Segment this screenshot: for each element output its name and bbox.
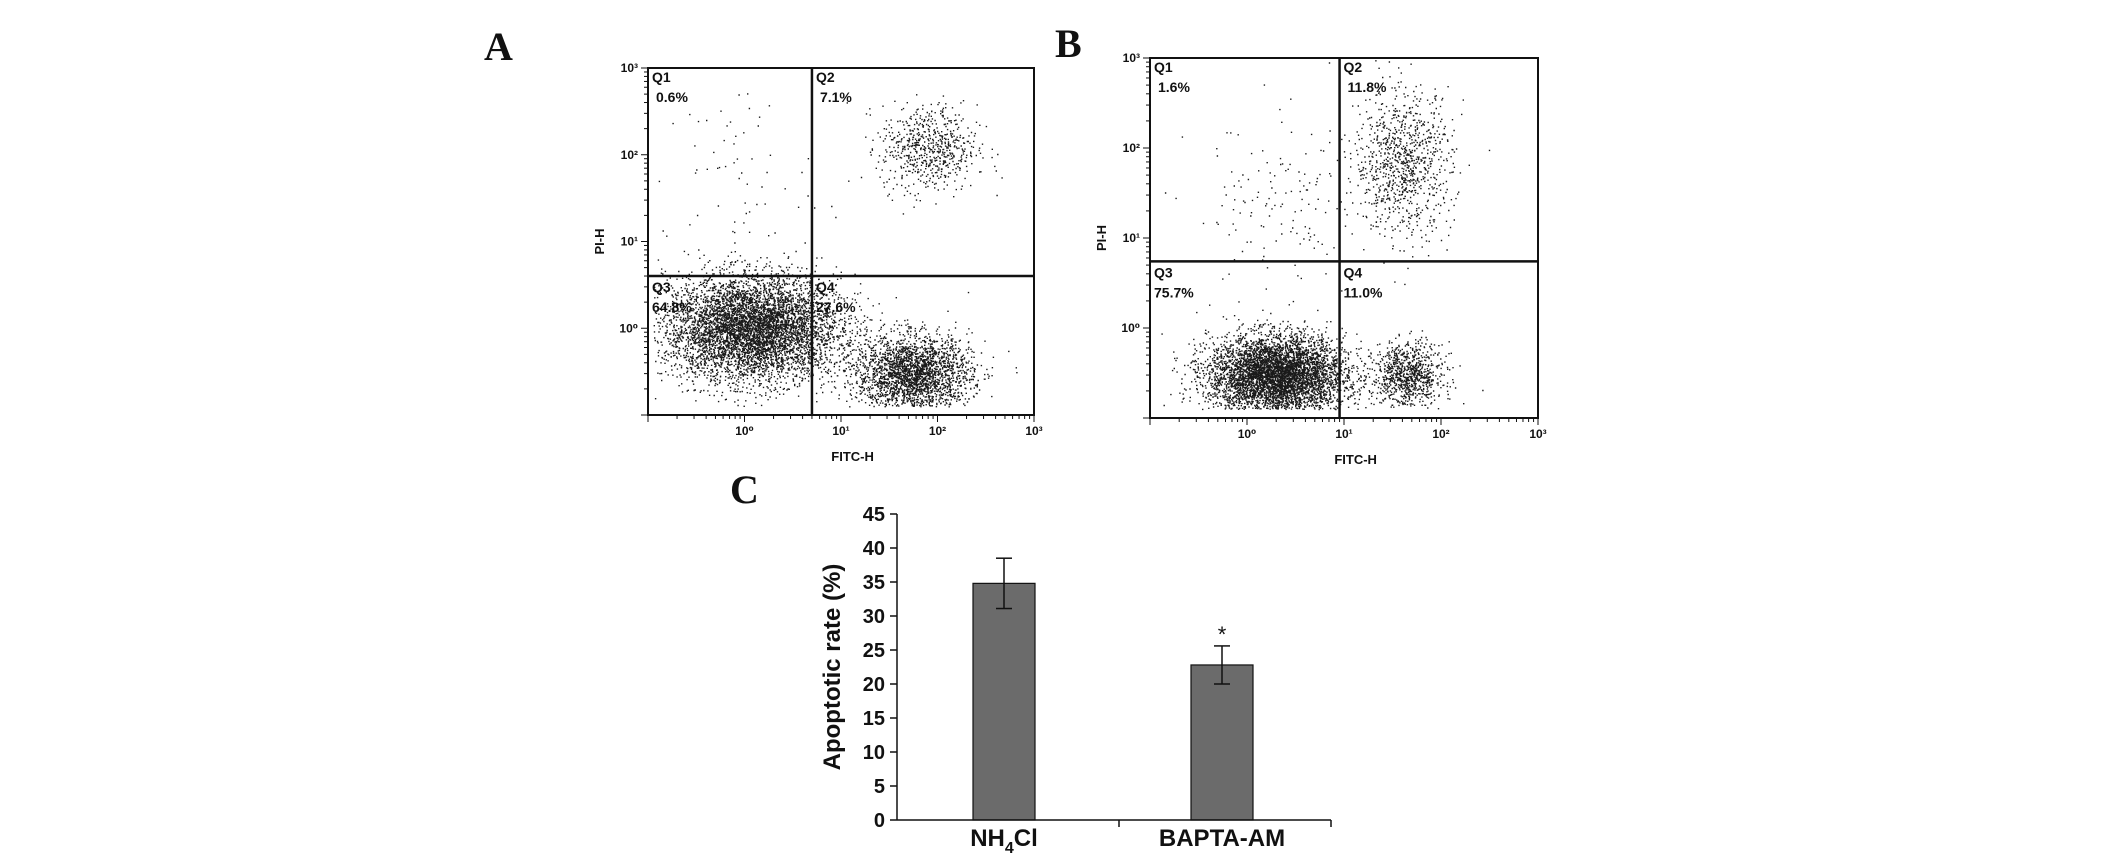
x-tick-label-b: 10² xyxy=(1432,427,1449,441)
quadrant-q4-percent-a: 27.6% xyxy=(816,299,856,315)
bar-y-tick-label: 0 xyxy=(874,810,885,832)
quadrant-q2-percent-a: 7.1% xyxy=(820,89,852,105)
bar-y-tick-label: 20 xyxy=(863,674,885,696)
bar-y-tick-label: 15 xyxy=(863,708,885,730)
scatter-panel-a: 10⁰ 10¹ 10² 10³ 10⁰ 10¹ 10² 10³ Q1 0.6% Q2 7.1… xyxy=(592,61,1043,464)
scatter-panel-b: 10⁰ 10¹ 10² 10³ 10⁰ 10¹ 10² 10³ Q1 1.6% Q2 11.… xyxy=(1094,51,1547,467)
y-axis-label-b: PI-H xyxy=(1094,225,1109,251)
y-axis-ticks-b: 10⁰ 10¹ 10² 10³ xyxy=(1121,51,1150,419)
y-axis-ticks-a: 10⁰ 10¹ 10² 10³ xyxy=(619,61,648,416)
panel-letter-c: C xyxy=(730,467,759,512)
y-tick-label-a: 10³ xyxy=(621,61,638,75)
x-tick-label-b: 10⁰ xyxy=(1238,427,1257,441)
x-axis-label-a: FITC-H xyxy=(831,449,874,464)
quadrant-q1-label-b: Q1 xyxy=(1154,59,1173,75)
x-axis-ticks-b: 10⁰ 10¹ 10² 10³ xyxy=(1149,418,1547,441)
bar-chart-panel-c: 0 5 10 15 20 25 30 35 40 45 Apoptotic rate (%) NH… xyxy=(819,504,1332,857)
quadrant-q3-label-b: Q3 xyxy=(1154,264,1173,280)
y-tick-label-a: 10⁰ xyxy=(619,321,638,335)
quadrant-q3-percent-a: 64.8% xyxy=(652,299,692,315)
bar-y-tick-label: 30 xyxy=(863,606,885,628)
error-bar-group xyxy=(996,557,1230,685)
x-tick-label-a: 10² xyxy=(929,424,946,438)
quadrant-q4-label-b: Q4 xyxy=(1344,264,1363,280)
quadrant-q1-label-a: Q1 xyxy=(652,69,671,85)
y-tick-label-a: 10¹ xyxy=(621,235,638,249)
population-1-dots-b xyxy=(1161,290,1423,411)
y-tick-label-b: 10³ xyxy=(1123,51,1140,65)
y-tick-label-a: 10² xyxy=(621,148,638,162)
population-3-dots-a xyxy=(846,94,1003,215)
x-tick-label-b: 10¹ xyxy=(1335,427,1352,441)
bar-y-axis-ticks: 0 5 10 15 20 25 30 35 40 45 xyxy=(863,504,897,832)
bar-y-tick-label: 5 xyxy=(874,776,885,798)
quadrant-q4-percent-b: 11.0% xyxy=(1344,284,1383,300)
quadrant-q2-label-b: Q2 xyxy=(1344,59,1363,75)
bar-y-tick-label: 45 xyxy=(863,504,885,526)
scatter-dots-b xyxy=(1161,60,1491,411)
x-tick-label-b: 10³ xyxy=(1529,427,1546,441)
bar-y-tick-label: 10 xyxy=(863,742,885,764)
panel-letter-b: B xyxy=(1055,21,1082,66)
x-axis-ticks-a: 10⁰ 10¹ 10² 10³ xyxy=(647,415,1043,438)
population-2-dots-a xyxy=(822,291,1018,408)
significance-marker: * xyxy=(1218,622,1227,647)
scatter-dots-a xyxy=(653,93,1018,408)
quadrant-q4-label-a: Q4 xyxy=(816,279,835,295)
population-4-dots-a xyxy=(657,93,833,271)
bar-bapta-am xyxy=(1190,664,1254,821)
y-tick-label-b: 10¹ xyxy=(1123,231,1140,245)
x-axis-label-b: FITC-H xyxy=(1334,452,1377,467)
bar-y-axis-label: Apoptotic rate (%) xyxy=(819,564,846,771)
x-tick-label-a: 10³ xyxy=(1025,424,1042,438)
bar-y-tick-label: 35 xyxy=(863,572,885,594)
x-tick-label-a: 10⁰ xyxy=(735,424,754,438)
category-label-nh4cl: NH4Cl xyxy=(970,825,1038,857)
category-label-bapta-am: BAPTA-AM xyxy=(1159,825,1285,852)
bar-nh4cl xyxy=(972,582,1036,821)
population-2-dots-b xyxy=(1358,330,1484,410)
x-tick-label-a: 10¹ xyxy=(832,424,849,438)
panel-letter-a: A xyxy=(484,24,513,69)
y-tick-label-b: 10² xyxy=(1123,141,1140,155)
population-1-dots-a xyxy=(653,216,940,407)
y-axis-label-a: PI-H xyxy=(592,229,607,255)
quadrant-q3-percent-b: 75.7% xyxy=(1154,284,1194,300)
bar-y-tick-label: 25 xyxy=(863,640,885,662)
bar-x-axis-category-ticks xyxy=(1118,820,1332,827)
y-tick-label-b: 10⁰ xyxy=(1121,321,1140,335)
quadrant-q2-label-a: Q2 xyxy=(816,69,835,85)
quadrant-q3-label-a: Q3 xyxy=(652,279,671,295)
bar-y-tick-label: 40 xyxy=(863,538,885,560)
plot-frame-b xyxy=(1149,57,1539,419)
quadrant-q1-percent-b: 1.6% xyxy=(1158,79,1190,95)
quadrant-q1-percent-a: 0.6% xyxy=(656,89,688,105)
bar-group xyxy=(972,582,1254,821)
quadrant-q2-percent-b: 11.8% xyxy=(1348,79,1387,95)
